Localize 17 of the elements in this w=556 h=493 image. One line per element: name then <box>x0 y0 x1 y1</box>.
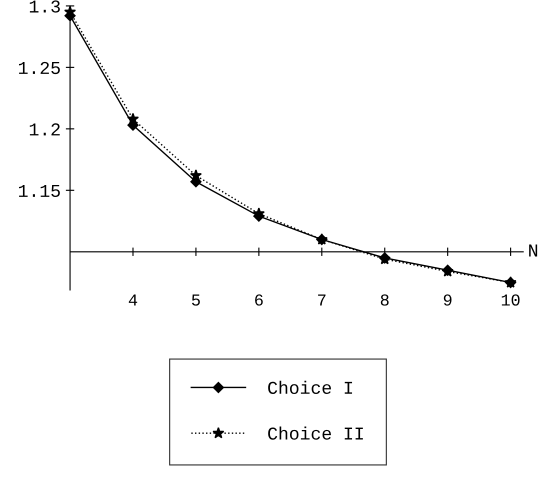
x-tick-label: 6 <box>255 294 263 306</box>
legend-label: Choice I <box>268 380 352 394</box>
y-tick-label: 1.15 <box>18 184 60 198</box>
y-tick-label: 1.25 <box>18 62 60 74</box>
y-tick-label: 1.3 <box>30 0 60 13</box>
x-tick-label: 10 <box>502 294 520 306</box>
x-tick-label: 9 <box>444 294 452 306</box>
x-tick-label: 8 <box>380 294 389 306</box>
x-tick-label: 4 <box>128 294 138 306</box>
point <box>252 207 265 219</box>
x-tick-label: 5 <box>192 294 200 306</box>
point <box>190 169 202 181</box>
y-tick-label: 1.2 <box>30 123 60 136</box>
point <box>127 112 139 124</box>
x-axis-title: N <box>529 244 538 256</box>
legend-label: Choice II <box>268 426 363 440</box>
x-tick-label: 7 <box>318 294 326 306</box>
